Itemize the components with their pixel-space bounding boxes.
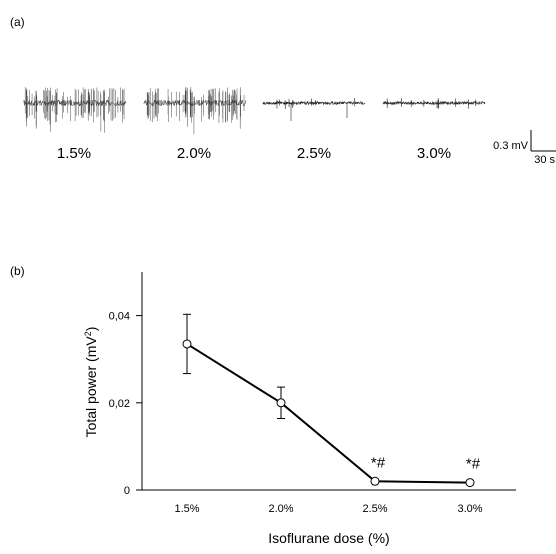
trace-label-3: 2.5% [297,145,331,162]
y-axis-title-sup: 2 [83,331,93,336]
scale-bar: 0.3 mV 30 s [493,130,556,166]
line-chart: 0 0,02 0,04 1.5% 2.0% 2.5% 3.0% *# *# Isoflura… [83,272,516,546]
x-tick-label: 2.0% [268,503,293,515]
panel-b-label: (b) [10,264,25,278]
y-tick-label: 0 [124,485,130,497]
eeg-trace-3 [262,98,366,121]
trace-label-1: 1.5% [57,145,91,162]
eeg-trace-4 [382,98,486,109]
y-ticks: 0 0,02 0,04 [109,311,142,497]
data-point [182,339,192,349]
x-axis-title: Isoflurane dose (%) [268,530,389,546]
scale-bar-time: 30 s [534,154,555,166]
data-point [465,478,475,488]
y-tick-label: 0,04 [109,311,130,323]
significance-marker: *# [466,456,481,473]
x-ticks: 1.5% 2.0% 2.5% 3.0% [174,503,482,515]
eeg-trace-2 [143,87,247,135]
x-tick-label: 2.5% [362,503,387,515]
x-tick-label: 1.5% [174,503,199,515]
error-bars [183,313,285,419]
trace-label-2: 2.0% [177,145,211,162]
y-axis-title: Total power (mV2) [83,327,99,438]
data-points [182,339,475,488]
series-line [186,343,471,484]
y-axis-title-main: Total power (mV [83,336,99,438]
data-point [276,398,286,408]
scale-bar-voltage: 0.3 mV [493,140,529,152]
y-axis-title-end: ) [83,327,99,332]
x-tick-label: 3.0% [457,503,482,515]
eeg-trace-1 [23,87,127,133]
data-point [370,476,380,486]
trace-label-4: 3.0% [417,145,451,162]
trace-labels: 1.5% 2.0% 2.5% 3.0% [57,145,451,162]
y-tick-label: 0,02 [109,398,130,410]
significance-marker: *# [371,454,386,471]
panel-a-label: (a) [10,15,25,29]
significance-markers: *# *# [371,454,481,472]
eeg-traces [23,87,486,135]
